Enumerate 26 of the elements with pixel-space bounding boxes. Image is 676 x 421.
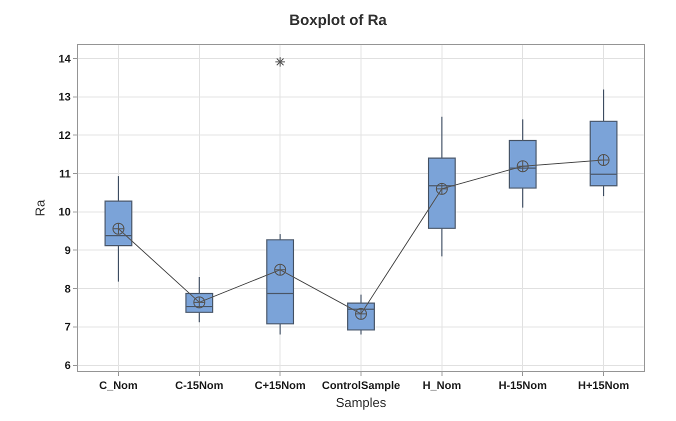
y-tick-label: 7	[64, 322, 71, 334]
point	[355, 308, 367, 320]
y-tick-label: 8	[64, 283, 71, 296]
y-axis-title: Ra	[32, 198, 48, 216]
x-tick-label: H-15Nom	[498, 380, 548, 392]
x-tick-label: C+15Nom	[254, 380, 306, 392]
x-tick-label: C_Nom	[99, 380, 138, 392]
y-tick-label: 9	[64, 245, 71, 258]
y-tick-label: 14	[58, 53, 72, 66]
x-tick-label: C-15Nom	[175, 380, 224, 392]
point	[598, 154, 610, 166]
point	[516, 160, 529, 172]
x-axis-title: Samples	[336, 394, 387, 410]
point	[112, 222, 124, 235]
y-tick-label: 11	[59, 168, 71, 180]
point	[436, 182, 448, 195]
x-tick-label: ControlSample	[322, 380, 400, 392]
y-tick-label: 13	[58, 92, 71, 104]
x-tick-label: H+15Nom	[578, 380, 630, 392]
y-tick-label: 12	[58, 130, 71, 142]
y-tick-label: 6	[64, 360, 71, 372]
y-tick-label: 10	[58, 206, 71, 219]
chart-title: Boxplot of Ra	[289, 12, 388, 30]
x-tick-label: H_Nom	[422, 380, 462, 392]
point	[274, 264, 286, 276]
point	[193, 296, 206, 308]
